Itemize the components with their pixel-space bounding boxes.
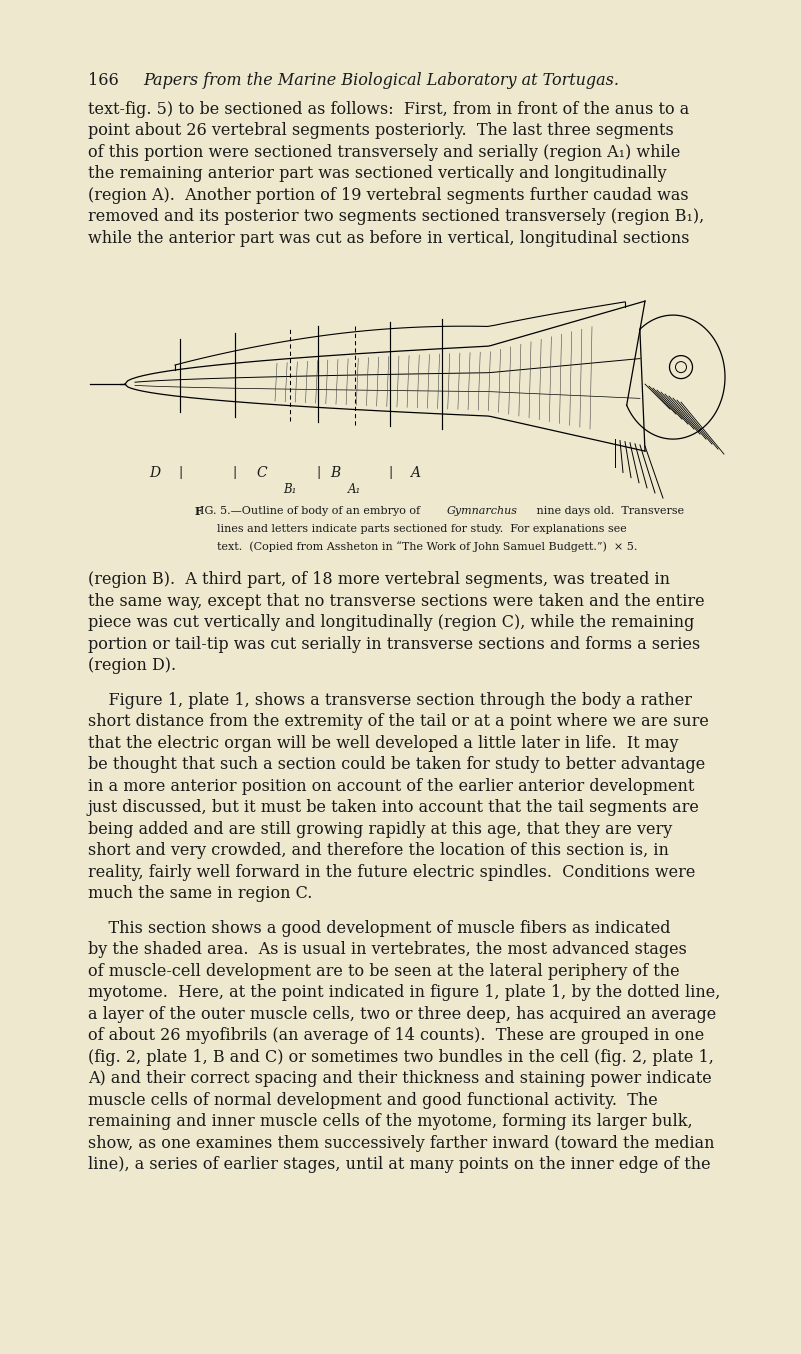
Text: of muscle-cell development are to be seen at the lateral periphery of the: of muscle-cell development are to be see… [88,963,679,979]
Text: nine days old.  Transverse: nine days old. Transverse [533,506,684,516]
Text: portion or tail-tip was cut serially in transverse sections and forms a series: portion or tail-tip was cut serially in … [88,635,700,653]
Text: short distance from the extremity of the tail or at a point where we are sure: short distance from the extremity of the… [88,714,709,730]
Text: text.  (Copied from Assheton in “The Work of John Samuel Budgett.”)  × 5.: text. (Copied from Assheton in “The Work… [217,542,638,552]
Text: in a more anterior position on account of the earlier anterior development: in a more anterior position on account o… [88,777,694,795]
Text: Gymnarchus: Gymnarchus [447,506,518,516]
Text: (region B).  A third part, of 18 more vertebral segments, was treated in: (region B). A third part, of 18 more ver… [88,571,670,588]
Text: text-fig. 5) to be sectioned as follows:  First, from in front of the anus to a: text-fig. 5) to be sectioned as follows:… [88,100,689,118]
Text: remaining and inner muscle cells of the myotome, forming its larger bulk,: remaining and inner muscle cells of the … [88,1113,693,1131]
Text: just discussed, but it must be taken into account that the tail segments are: just discussed, but it must be taken int… [88,799,700,816]
Text: Papers from the Marine Biological Laboratory at Tortugas.: Papers from the Marine Biological Labora… [143,72,619,89]
Text: a layer of the outer muscle cells, two or three deep, has acquired an average: a layer of the outer muscle cells, two o… [88,1006,716,1022]
Text: muscle cells of normal development and good functional activity.  The: muscle cells of normal development and g… [88,1091,658,1109]
Text: C: C [256,466,268,481]
Text: that the electric organ will be well developed a little later in life.  It may: that the electric organ will be well dev… [88,735,678,751]
Text: myotome.  Here, at the point indicated in figure 1, plate 1, by the dotted line,: myotome. Here, at the point indicated in… [88,984,720,1001]
Text: IG. 5.—Outline of body of an embryo of: IG. 5.—Outline of body of an embryo of [200,506,424,516]
Text: reality, fairly well forward in the future electric spindles.  Conditions were: reality, fairly well forward in the futu… [88,864,695,880]
Text: (region D).: (region D). [88,657,176,674]
Text: removed and its posterior two segments sectioned transversely (region B₁),: removed and its posterior two segments s… [88,209,704,225]
Text: A₁: A₁ [348,483,361,496]
Text: of this portion were sectioned transversely and serially (region A₁) while: of this portion were sectioned transvers… [88,144,680,161]
Text: (fig. 2, plate 1, B and C) or sometimes two bundles in the cell (fig. 2, plate 1: (fig. 2, plate 1, B and C) or sometimes … [88,1048,714,1066]
Text: point about 26 vertebral segments posteriorly.  The last three segments: point about 26 vertebral segments poster… [88,122,674,139]
Text: of about 26 myofibrils (an average of 14 counts).  These are grouped in one: of about 26 myofibrils (an average of 14… [88,1028,704,1044]
Text: A) and their correct spacing and their thickness and staining power indicate: A) and their correct spacing and their t… [88,1070,712,1087]
Text: 166: 166 [88,72,119,89]
Text: |: | [316,466,320,479]
Text: by the shaded area.  As is usual in vertebrates, the most advanced stages: by the shaded area. As is usual in verte… [88,941,687,959]
Text: line), a series of earlier stages, until at many points on the inner edge of the: line), a series of earlier stages, until… [88,1156,710,1173]
Text: F: F [195,506,203,517]
Text: This section shows a good development of muscle fibers as indicated: This section shows a good development of… [88,919,670,937]
Text: short and very crowded, and therefore the location of this section is, in: short and very crowded, and therefore th… [88,842,669,858]
Text: the remaining anterior part was sectioned vertically and longitudinally: the remaining anterior part was sectione… [88,165,666,181]
Text: lines and letters indicate parts sectioned for study.  For explanations see: lines and letters indicate parts section… [217,524,626,533]
Text: be thought that such a section could be taken for study to better advantage: be thought that such a section could be … [88,756,705,773]
Text: D: D [150,466,160,481]
Text: the same way, except that no transverse sections were taken and the entire: the same way, except that no transverse … [88,593,705,609]
Text: B: B [330,466,340,481]
Text: B₁: B₁ [284,483,296,496]
Text: |: | [178,466,182,479]
Text: while the anterior part was cut as before in vertical, longitudinal sections: while the anterior part was cut as befor… [88,230,690,246]
Text: much the same in region C.: much the same in region C. [88,886,312,902]
Text: |: | [388,466,392,479]
Text: A: A [410,466,420,481]
Text: show, as one examines them successively farther inward (toward the median: show, as one examines them successively … [88,1135,714,1152]
Text: Figure 1, plate 1, shows a transverse section through the body a rather: Figure 1, plate 1, shows a transverse se… [88,692,692,708]
Text: |: | [233,466,237,479]
Text: (region A).  Another portion of 19 vertebral segments further caudad was: (region A). Another portion of 19 verteb… [88,187,689,203]
Text: being added and are still growing rapidly at this age, that they are very: being added and are still growing rapidl… [88,821,672,838]
Text: piece was cut vertically and longitudinally (region C), while the remaining: piece was cut vertically and longitudina… [88,615,694,631]
